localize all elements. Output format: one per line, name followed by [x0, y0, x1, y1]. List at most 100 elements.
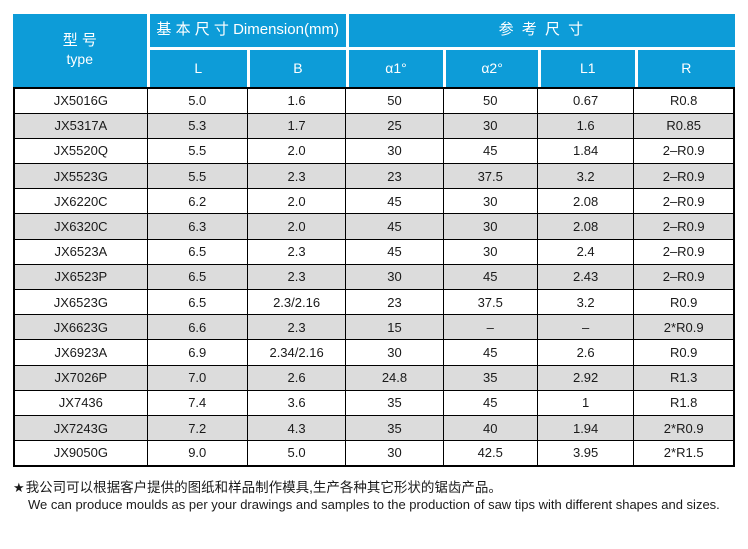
- saw-tips-spec-table: 型 号 type 基 本 尺 寸 Dimension(mm) 参 考 尺 寸 L…: [12, 14, 736, 467]
- header-col-R: R: [634, 47, 735, 87]
- value-cell: R0.85: [633, 112, 736, 139]
- type-cell: JX7026P: [12, 364, 148, 391]
- value-cell: 45: [345, 238, 444, 265]
- type-cell: JX5016G: [12, 86, 148, 114]
- value-cell: 9.0: [146, 440, 248, 467]
- catalog-page: 型 号 type 基 本 尺 寸 Dimension(mm) 参 考 尺 寸 L…: [12, 14, 748, 512]
- value-cell: 5.0: [146, 86, 248, 114]
- value-cell: 2.3: [246, 314, 347, 341]
- value-cell: 2.92: [536, 364, 635, 391]
- table-header: 型 号 type 基 本 尺 寸 Dimension(mm) 参 考 尺 寸 L…: [13, 14, 735, 87]
- table-row: JX7026P 7.0 2.6 24.8 35 2.92 R1.3: [12, 364, 736, 391]
- value-cell: 2.0: [246, 213, 347, 240]
- value-cell: 6.3: [146, 213, 248, 240]
- header-type-cn: 型 号: [62, 32, 97, 50]
- header-col-alpha2: α2°: [443, 47, 538, 87]
- header-type: 型 号 type: [13, 14, 147, 87]
- table-row: JX5016G 5.0 1.6 50 50 0.67 R0.8: [12, 86, 736, 114]
- value-cell: 3.6: [246, 389, 347, 416]
- value-cell: 7.0: [146, 364, 248, 391]
- value-cell: –: [536, 314, 635, 341]
- header-col-alpha1: α1°: [345, 47, 444, 87]
- value-cell: R1.8: [633, 389, 736, 416]
- value-cell: 2.08: [536, 213, 635, 240]
- table-row: JX6320C 6.3 2.0 45 30 2.08 2–R0.9: [12, 213, 736, 240]
- value-cell: 7.2: [146, 414, 248, 442]
- type-cell: JX5520Q: [12, 137, 148, 165]
- value-cell: R0.9: [633, 288, 736, 316]
- value-cell: 45: [442, 339, 538, 366]
- value-cell: 6.2: [146, 188, 248, 215]
- value-cell: 1.7: [246, 112, 347, 139]
- value-cell: 2.3/2.16: [246, 288, 347, 316]
- value-cell: 30: [345, 339, 444, 366]
- type-cell: JX6923A: [12, 339, 148, 366]
- value-cell: 24.8: [345, 364, 444, 391]
- value-cell: R1.3: [633, 364, 736, 391]
- value-cell: 2–R0.9: [633, 188, 736, 215]
- value-cell: 30: [345, 440, 444, 467]
- value-cell: 35: [345, 414, 444, 442]
- header-type-en: type: [66, 51, 94, 68]
- type-cell: JX6523P: [12, 263, 148, 291]
- value-cell: 35: [345, 389, 444, 416]
- header-reference-dimension: 参 考 尺 寸: [345, 14, 735, 47]
- value-cell: 2.34/2.16: [246, 339, 347, 366]
- value-cell: 15: [345, 314, 444, 341]
- value-cell: 2*R0.9: [633, 414, 736, 442]
- type-cell: JX9050G: [12, 440, 148, 467]
- value-cell: 2.6: [246, 364, 347, 391]
- value-cell: 2*R0.9: [633, 314, 736, 341]
- type-cell: JX7436: [12, 389, 148, 416]
- type-cell: JX6220C: [12, 188, 148, 215]
- value-cell: R0.9: [633, 339, 736, 366]
- value-cell: 6.5: [146, 238, 248, 265]
- value-cell: 45: [345, 188, 444, 215]
- type-cell: JX6523A: [12, 238, 148, 265]
- table-row: JX6523P 6.5 2.3 30 45 2.43 2–R0.9: [12, 263, 736, 291]
- value-cell: 30: [442, 238, 538, 265]
- value-cell: 2.08: [536, 188, 635, 215]
- value-cell: 2.3: [246, 163, 347, 190]
- star-icon: ★: [13, 480, 25, 496]
- footer-note-cn: ★ 我公司可以根据客户提供的图纸和样品制作模具,生产各种其它形状的锯齿产品。: [13, 480, 748, 496]
- value-cell: 5.5: [146, 137, 248, 165]
- table-row: JX9050G 9.0 5.0 30 42.5 3.95 2*R1.5: [12, 440, 736, 467]
- table-row: JX6623G 6.6 2.3 15– –2*R0.9: [12, 314, 736, 341]
- value-cell: 42.5: [442, 440, 538, 467]
- value-cell: 6.5: [146, 263, 248, 291]
- table-row: JX7436 7.4 3.6 35 45 1 R1.8: [12, 389, 736, 416]
- table-row: JX6220C 6.2 2.0 45 30 2.08 2–R0.9: [12, 188, 736, 215]
- value-cell: 37.5: [442, 163, 538, 190]
- value-cell: 3.95: [536, 440, 635, 467]
- value-cell: 35: [442, 364, 538, 391]
- value-cell: 1.6: [246, 86, 347, 114]
- value-cell: 45: [442, 263, 538, 291]
- value-cell: 2.43: [536, 263, 635, 291]
- value-cell: –: [442, 314, 538, 341]
- table-row: JX6923A 6.9 2.34/2.16 30 45 2.6 R0.9: [12, 339, 736, 366]
- value-cell: 2–R0.9: [633, 263, 736, 291]
- value-cell: 2–R0.9: [633, 238, 736, 265]
- value-cell: 30: [345, 263, 444, 291]
- value-cell: 6.6: [146, 314, 248, 341]
- value-cell: 23: [345, 163, 444, 190]
- value-cell: 3.2: [536, 163, 635, 190]
- value-cell: 5.5: [146, 163, 248, 190]
- value-cell: 2.3: [246, 263, 347, 291]
- value-cell: 25: [345, 112, 444, 139]
- value-cell: R0.8: [633, 86, 736, 114]
- value-cell: 45: [442, 389, 538, 416]
- value-cell: 2–R0.9: [633, 163, 736, 190]
- value-cell: 30: [442, 213, 538, 240]
- header-basic-dimension: 基 本 尺 寸 Dimension(mm): [146, 14, 346, 47]
- value-cell: 6.9: [146, 339, 248, 366]
- type-cell: JX5523G: [12, 163, 148, 190]
- value-cell: 50: [442, 86, 538, 114]
- table-row: JX7243G 7.2 4.3 35 40 1.94 2*R0.9: [12, 414, 736, 442]
- value-cell: 45: [442, 137, 538, 165]
- type-cell: JX7243G: [12, 414, 148, 442]
- value-cell: 5.3: [146, 112, 248, 139]
- value-cell: 2–R0.9: [633, 213, 736, 240]
- footer-note-en: We can produce moulds as per your drawin…: [28, 497, 720, 512]
